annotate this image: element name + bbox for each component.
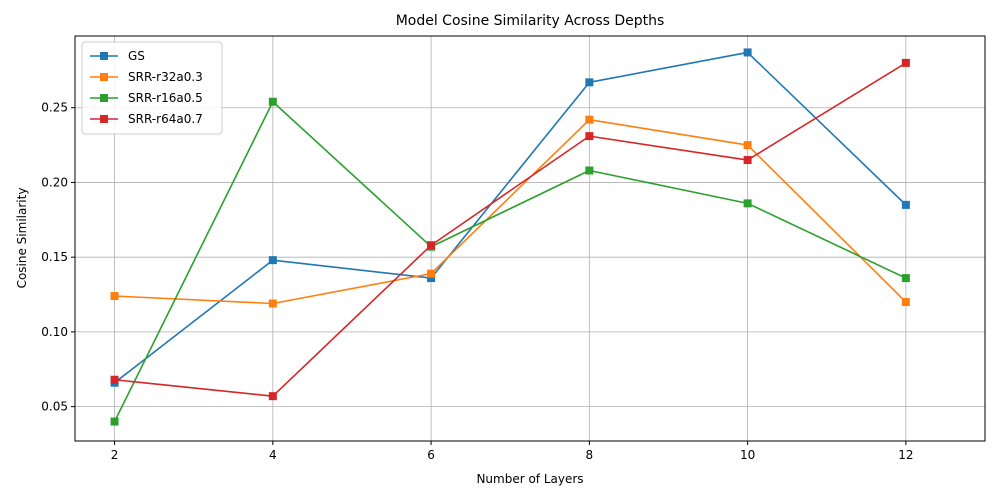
data-point [585, 132, 594, 141]
data-point [901, 200, 910, 209]
y-tick-label: 0.05 [41, 400, 68, 414]
legend: GS SRR-r32a0.3 SRR-r16a0.5 SRR-r64a0.7 [81, 41, 223, 135]
data-point [743, 156, 752, 165]
legend-marker [100, 73, 108, 81]
data-point [427, 274, 436, 283]
y-tick-label: 0.15 [41, 250, 68, 264]
legend-label: GS [128, 49, 145, 63]
x-tick-label: 10 [740, 448, 755, 462]
y-axis: 0.05 0.10 0.15 0.20 0.25 [41, 101, 75, 414]
data-point [268, 299, 277, 308]
legend-item: SRR-r32a0.3 [90, 70, 203, 84]
legend-label: SRR-r16a0.5 [128, 91, 203, 105]
legend-label: SRR-r32a0.3 [128, 70, 203, 84]
legend-marker [100, 94, 108, 102]
series-line [114, 118, 907, 305]
data-point [427, 241, 436, 250]
data-point [268, 97, 277, 106]
chart-title: Model Cosine Similarity Across Depths [396, 13, 665, 29]
y-tick-label: 0.25 [41, 101, 68, 115]
data-point [110, 375, 119, 384]
series-srr-r16a0-5 [110, 97, 910, 426]
series-srr-r32a0-3 [110, 115, 910, 308]
x-tick-label: 8 [586, 448, 594, 462]
data-point [743, 141, 752, 150]
legend-item: SRR-r64a0.7 [90, 112, 203, 126]
legend-marker [100, 115, 108, 123]
data-point [585, 78, 594, 87]
x-axis: 2 4 6 8 10 12 [111, 441, 914, 462]
plot-area-frame [74, 35, 986, 442]
data-point [427, 269, 436, 278]
data-point [110, 417, 119, 426]
x-tick-label: 12 [898, 448, 913, 462]
data-point [268, 256, 277, 265]
y-tick-label: 0.10 [41, 325, 68, 339]
series-srr-r64a0-7 [110, 58, 910, 401]
data-point [585, 166, 594, 175]
series-line [113, 100, 907, 422]
series-line [114, 51, 907, 384]
x-tick-label: 4 [269, 448, 277, 462]
data-point [901, 58, 910, 67]
data-point [901, 274, 910, 283]
data-point [268, 392, 277, 401]
series-layer [110, 48, 910, 426]
series-gs [110, 48, 910, 387]
x-tick-label: 6 [427, 448, 435, 462]
x-tick-label: 2 [111, 448, 119, 462]
data-point [743, 48, 752, 57]
series-line [114, 62, 907, 397]
legend-marker [100, 52, 108, 60]
legend-item: SRR-r16a0.5 [90, 91, 203, 105]
data-point [585, 115, 594, 124]
grid-lines [75, 36, 985, 441]
legend-item: GS [90, 49, 145, 63]
legend-box [81, 41, 223, 135]
y-tick-label: 0.20 [41, 175, 68, 189]
legend-label: SRR-r64a0.7 [128, 112, 203, 126]
data-point [743, 199, 752, 208]
data-point [901, 298, 910, 307]
y-axis-label: Cosine Similarity [15, 188, 29, 289]
x-axis-label: Number of Layers [476, 472, 583, 486]
data-point [110, 292, 119, 301]
